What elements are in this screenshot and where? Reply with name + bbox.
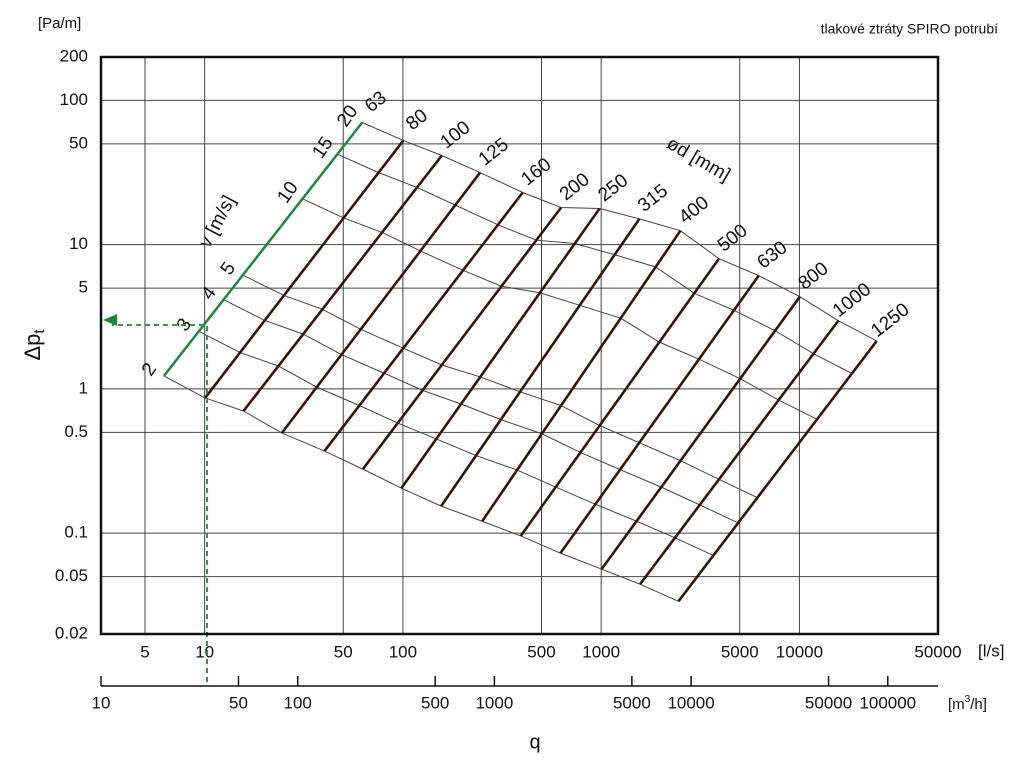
x-tick-label: 50 (334, 642, 353, 661)
velocity-line (302, 198, 818, 420)
y-tick-label: 5 (79, 278, 88, 297)
x2-unit-a: [m (948, 696, 965, 713)
diameter-label: 500 (714, 220, 752, 256)
x2-unit: [m3/h] (948, 694, 987, 713)
x2-unit-sup: 3 (965, 694, 971, 705)
x-tick-label: 50000 (914, 642, 961, 661)
x-tick-label: 500 (527, 642, 555, 661)
x-tick-label: 10000 (776, 642, 823, 661)
velocity-label: 5 (217, 258, 240, 279)
y-tick-label: 100 (60, 90, 88, 109)
diameter-label: 200 (556, 169, 594, 205)
diameter-label: 315 (634, 180, 672, 216)
velocity-line (223, 299, 739, 524)
diameter-line (677, 340, 878, 603)
diameter-line (559, 274, 760, 554)
plot-frame (99, 55, 940, 636)
diameter-line (361, 206, 563, 470)
y-label-main: Δp (20, 334, 45, 361)
diameter-line (600, 295, 801, 570)
x-label: q (529, 731, 540, 753)
diameter-line (242, 154, 443, 412)
x-tick-label: 1000 (582, 642, 620, 661)
diameter-line (440, 218, 641, 507)
velocity-label: 4 (198, 283, 222, 304)
x2-tick-label: 100000 (859, 693, 916, 712)
velocity-line (361, 122, 877, 342)
velocity-line (198, 330, 714, 556)
diameter-label: 400 (675, 192, 713, 228)
diameter-line (519, 257, 721, 537)
y-tick-label: 0.05 (55, 566, 88, 585)
velocity-label: 2 (138, 359, 161, 380)
x2-tick-label: 50000 (805, 693, 852, 712)
diameter-label: 250 (594, 170, 632, 206)
x2-tick-label: 500 (421, 693, 449, 712)
velocity-line (337, 153, 853, 374)
x2-tick-label: 10 (92, 693, 111, 712)
diameter-label: 1000 (829, 279, 875, 322)
y-tick-label: 10 (69, 234, 88, 253)
diameter-label: 800 (795, 258, 833, 294)
y-unit: [Pa/m] (38, 15, 81, 32)
diameter-label: 63 (361, 87, 391, 117)
y-tick-label: 200 (60, 46, 88, 65)
diameter-line (323, 191, 524, 452)
y-label: Δpt (20, 329, 48, 361)
diameter-label: 100 (437, 117, 475, 153)
y-tick-label: 0.1 (64, 523, 88, 542)
x-unit: [l/s] (978, 641, 1004, 660)
diameter-title: ød [mm] (663, 133, 734, 186)
diameter-line (204, 139, 405, 399)
diameter-label: 125 (475, 134, 513, 170)
velocity-line (242, 274, 758, 499)
velocity-line (163, 375, 679, 602)
x2-tick-label: 10000 (667, 693, 714, 712)
diameter-label: 80 (402, 105, 432, 135)
x-tick-label: 100 (389, 642, 417, 661)
x2-tick-label: 1000 (475, 693, 513, 712)
diameter-label: 630 (753, 237, 791, 273)
diameter-label: 160 (517, 154, 555, 190)
y-tick-label: 0.02 (55, 623, 88, 642)
y-tick-label: 1 (79, 378, 88, 397)
x2-tick-label: 50 (229, 693, 248, 712)
diameter-line (481, 229, 682, 522)
x-tick-label: 10 (195, 642, 214, 661)
diameter-line (400, 207, 601, 489)
diameter-line (280, 171, 482, 434)
y-label-sub: t (31, 329, 48, 334)
chart-title: tlakové ztráty SPIRO potrubí (821, 21, 999, 37)
example-arrow (103, 314, 117, 326)
diameter-line (639, 319, 840, 585)
y-tick-label: 0.5 (64, 422, 88, 441)
diameter-line (162, 121, 364, 377)
x2-tick-label: 5000 (613, 693, 651, 712)
plot: 200 100 50 10 5 1 0.5 0.1 0.05 0.02 5 10 50 100 500 100… (55, 46, 962, 712)
x2-unit-b: /h] (970, 696, 987, 713)
diameter-label: 1250 (867, 299, 913, 342)
x2-tick-label: 100 (284, 693, 312, 712)
velocity-title: v [m/s] (195, 192, 240, 251)
x-tick-label: 5000 (721, 642, 759, 661)
y-tick-label: 50 (69, 133, 88, 152)
example-path (112, 324, 208, 682)
x-tick-label: 5 (140, 642, 149, 661)
